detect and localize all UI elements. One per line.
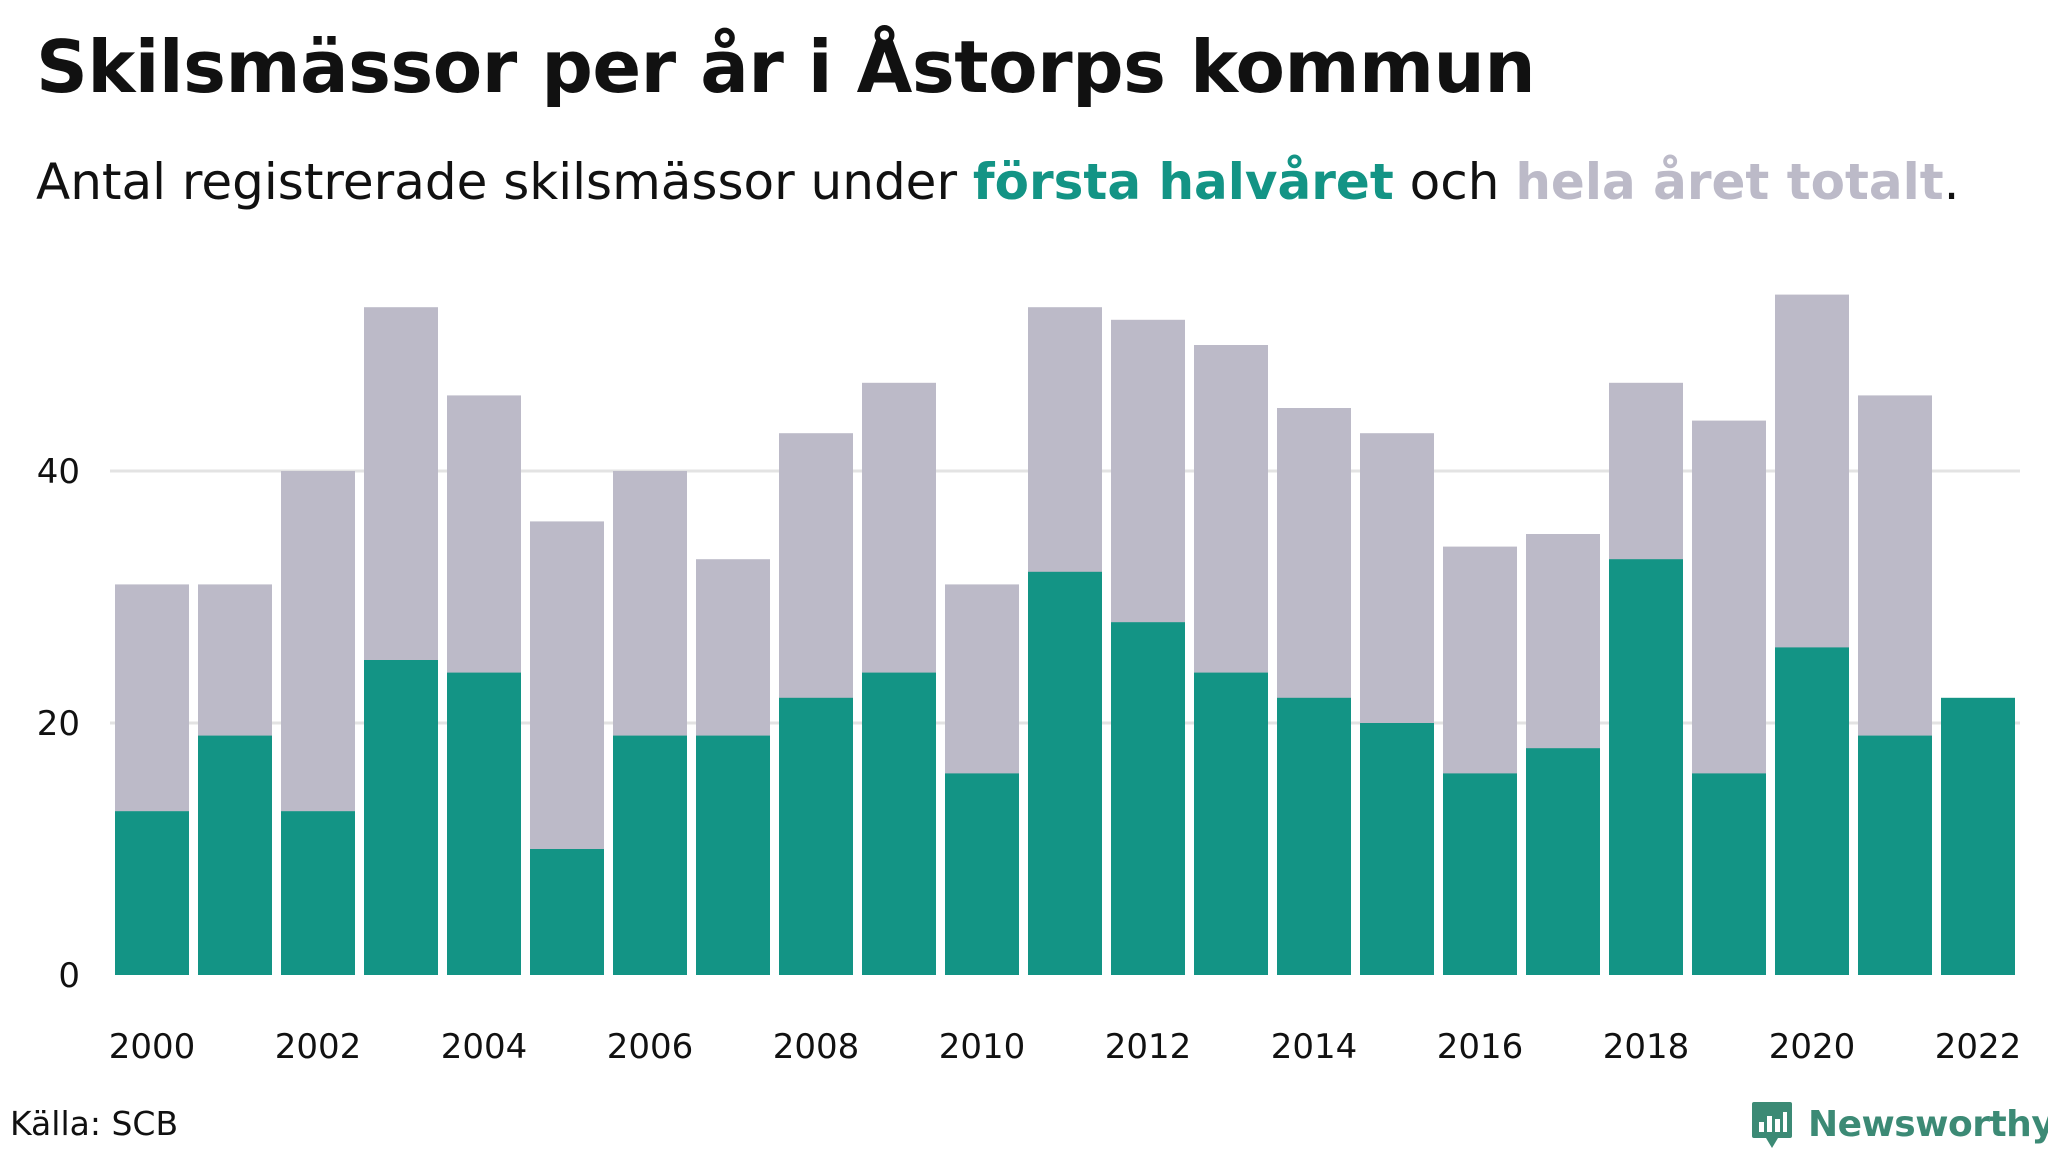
chart-title: Skilsmässor per år i Åstorps kommun	[36, 25, 1536, 109]
bar-first-half-2007	[696, 735, 770, 975]
bar-first-half-2015	[1360, 723, 1434, 975]
bar-first-half-2013	[1194, 672, 1268, 975]
bar-first-half-2008	[779, 697, 853, 975]
x-tick-label-2010: 2010	[939, 1027, 1026, 1067]
bar-first-half-2019	[1692, 773, 1766, 975]
bar-first-half-2014	[1277, 697, 1351, 975]
x-tick-label-2022: 2022	[1935, 1027, 2022, 1067]
bar-first-half-2022	[1941, 697, 2015, 975]
chart-subtitle: Antal registrerade skilsmässor under för…	[36, 150, 1960, 214]
subtitle-text-before: Antal registrerade skilsmässor under	[36, 153, 973, 211]
bar-first-half-2018	[1609, 559, 1683, 975]
x-tick-label-2000: 2000	[109, 1027, 196, 1067]
bar-first-half-2001	[198, 735, 272, 975]
source-note: Källa: SCB	[10, 1104, 179, 1143]
subtitle-text-after: .	[1943, 153, 1960, 211]
x-tick-label-2004: 2004	[441, 1027, 528, 1067]
x-tick-label-2014: 2014	[1271, 1027, 1358, 1067]
series-first-half-bars	[115, 559, 2015, 975]
y-tick-label-0: 0	[58, 956, 80, 996]
bar-first-half-2011	[1028, 571, 1102, 975]
y-axis-tick-labels: 0 20 40	[37, 452, 80, 996]
newsworthy-logo-icon	[1752, 1102, 1792, 1148]
legend-total: hela året totalt	[1515, 153, 1944, 211]
bar-first-half-2003	[364, 660, 438, 975]
bar-first-half-2017	[1526, 748, 1600, 975]
x-tick-label-2008: 2008	[773, 1027, 860, 1067]
bar-first-half-2005	[530, 849, 604, 975]
x-tick-label-2006: 2006	[607, 1027, 694, 1067]
subtitle-text-middle: och	[1393, 153, 1516, 211]
x-tick-label-2016: 2016	[1437, 1027, 1524, 1067]
y-tick-label-20: 20	[37, 704, 80, 744]
bar-first-half-2009	[862, 672, 936, 975]
x-tick-label-2012: 2012	[1105, 1027, 1192, 1067]
x-tick-label-2002: 2002	[275, 1027, 362, 1067]
bar-first-half-2012	[1111, 622, 1185, 975]
bar-first-half-2016	[1443, 773, 1517, 975]
bar-first-half-2010	[945, 773, 1019, 975]
bar-first-half-2004	[447, 672, 521, 975]
brand-logo: Newsworthy	[1750, 1098, 2048, 1152]
bar-first-half-2002	[281, 811, 355, 975]
x-tick-label-2020: 2020	[1769, 1027, 1856, 1067]
bar-first-half-2000	[115, 811, 189, 975]
x-tick-label-2018: 2018	[1603, 1027, 1690, 1067]
brand-name: Newsworthy	[1808, 1104, 2048, 1145]
y-tick-label-40: 40	[37, 452, 80, 492]
bar-first-half-2020	[1775, 647, 1849, 975]
legend-first-half: första halvåret	[972, 153, 1394, 211]
bar-first-half-2021	[1858, 735, 1932, 975]
x-axis-tick-labels: 2000 2002 2004 2006 2008 2010 2012 2014 2016 2018…	[109, 1027, 2022, 1067]
bar-first-half-2006	[613, 735, 687, 975]
